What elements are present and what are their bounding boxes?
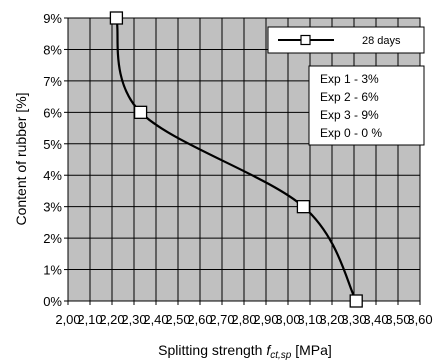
y-axis-title: Content of rubber [%] (13, 92, 29, 225)
x-axis-unit: [MPa] (291, 342, 331, 358)
tick-labels: 2,002,102,202,302,402,502,602,702,802,90… (43, 11, 432, 327)
note-exp-1: Exp 1 - 3% (320, 72, 379, 86)
y-tick-label: 5% (43, 137, 62, 152)
plot-frame (67, 17, 421, 302)
y-tick-label: 2% (43, 231, 62, 246)
x-tick-label: 2,70 (209, 312, 234, 327)
x-tick-label: 3,00 (275, 312, 300, 327)
y-tick-label: 3% (43, 200, 62, 215)
data-point-marker (296, 200, 311, 214)
x-tick-label: 2,60 (187, 312, 212, 327)
x-tick-label: 3,60 (407, 312, 432, 327)
notes-box (308, 65, 425, 146)
x-tick-label: 3,50 (385, 312, 410, 327)
legend: 28 days (267, 26, 425, 54)
data-point-marker (133, 105, 148, 119)
x-tick-label: 3,30 (341, 312, 366, 327)
y-tick-label: 7% (43, 74, 62, 89)
experiment-notes: Exp 1 - 3% Exp 2 - 6% Exp 3 - 9% Exp 0 -… (308, 65, 425, 146)
data-point-marker (349, 294, 363, 308)
x-tick-label: 2,40 (143, 312, 168, 327)
series-line-28-days (115, 17, 358, 302)
x-tick-label: 2,20 (99, 312, 124, 327)
x-tick-label: 3,10 (297, 312, 322, 327)
y-tick-label: 6% (43, 105, 62, 120)
y-tick-label: 4% (43, 168, 62, 183)
x-tick-label: 2,80 (231, 312, 256, 327)
x-tick-label: 2,50 (165, 312, 190, 327)
note-exp-2: Exp 2 - 6% (320, 90, 379, 104)
data-point-marker (109, 11, 124, 25)
x-axis-title-text: Splitting strength (158, 342, 266, 358)
y-tick-label: 8% (43, 42, 62, 57)
note-exp-3: Exp 3 - 9% (320, 108, 379, 122)
legend-label-28-days: 28 days (362, 35, 401, 47)
x-tick-label: 2,10 (77, 312, 102, 327)
y-tick-label: 0% (43, 294, 62, 309)
x-tick-label: 3,40 (363, 312, 388, 327)
x-axis-symbol: f (266, 342, 272, 358)
x-tick-label: 3,20 (319, 312, 344, 327)
x-tick-label: 2,90 (253, 312, 278, 327)
data-markers (109, 11, 363, 308)
y-tick-label: 9% (43, 11, 62, 26)
x-axis-title: Splitting strength fct,sp [MPa] (158, 342, 332, 361)
note-exp-0: Exp 0 - 0 % (320, 126, 382, 140)
x-tick-label: 2,30 (121, 312, 146, 327)
legend-marker-sample (300, 34, 311, 46)
x-tick-label: 2,00 (55, 312, 80, 327)
x-axis-symbol-subscript: ct,sp (270, 350, 292, 361)
y-tick-label: 1% (43, 263, 62, 278)
